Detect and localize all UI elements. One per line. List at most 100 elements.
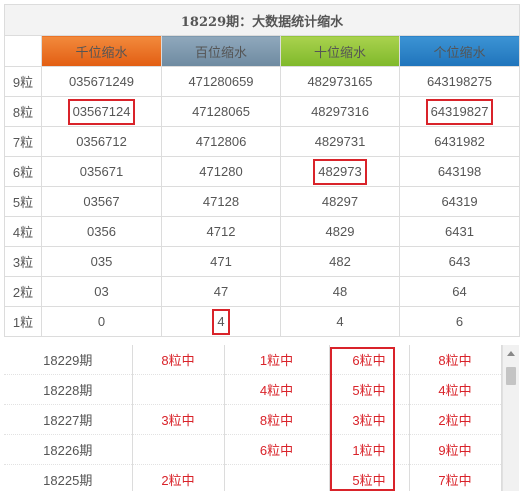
row-label: 7粒 — [4, 126, 42, 157]
hit-tens: 5粒中 — [329, 374, 410, 405]
highlighted-value: 64319827 — [425, 98, 494, 125]
cell-hundreds: 471 — [161, 246, 281, 277]
value: 035671 — [79, 164, 124, 179]
history-row: 18228期 4粒中 5粒中 4粒中 — [4, 374, 502, 405]
value: 48 — [332, 284, 348, 299]
hit-units: 9粒中 — [409, 434, 502, 465]
value: 035 — [90, 254, 113, 269]
value: 471280659 — [188, 74, 254, 89]
row-label: 2粒 — [4, 276, 42, 307]
value: 482 — [329, 254, 351, 269]
cell-hundreds: 4 — [161, 306, 281, 337]
hit-tens: 1粒中 — [329, 434, 410, 465]
cell-hundreds: 47 — [161, 276, 281, 307]
value: 643198275 — [426, 74, 493, 89]
history-row: 18225期 2粒中 5粒中 7粒中 — [4, 464, 502, 491]
value: 48297 — [321, 194, 359, 209]
header-units: 个位缩水 — [398, 35, 521, 67]
cell-tens: 4829731 — [280, 126, 400, 157]
scrollbar-thumb[interactable] — [506, 367, 516, 385]
corner-cell — [4, 35, 42, 67]
value: 47 — [213, 284, 229, 299]
table-row: 9粒 035671249 471280659 482973165 643198275 — [4, 66, 521, 97]
table-row: 1粒 0 4 4 6 — [4, 306, 521, 337]
hit-hundreds: 6粒中 — [224, 434, 330, 465]
row-label: 5粒 — [4, 186, 42, 217]
scroll-up-arrow-icon[interactable] — [507, 351, 515, 356]
page-title: 18229期：大数据统计缩水 — [3, 4, 521, 36]
table-row: 5粒 03567 47128 48297 64319 — [4, 186, 521, 217]
value: 643 — [448, 254, 471, 269]
cell-units: 64319 — [398, 186, 521, 217]
table-row: 8粒 03567124 47128065 48297316 64319827 — [4, 96, 521, 127]
cell-units: 6431982 — [398, 126, 521, 157]
value: 0356 — [87, 224, 116, 239]
stats-panel: 18229期：大数据统计缩水 千位缩水 百位缩水 十位缩水 个位缩水 9粒 035… — [3, 4, 521, 337]
value: 6431 — [445, 224, 474, 239]
header-tens: 十位缩水 — [280, 35, 400, 67]
history-row: 18229期 8粒中 1粒中 6粒中 8粒中 — [4, 345, 502, 375]
cell-thousands: 035671 — [41, 156, 162, 187]
period-label: 18226期 — [4, 434, 133, 465]
cell-tens: 4 — [280, 306, 400, 337]
cell-tens: 4829 — [280, 216, 400, 247]
hit-thousands: 8粒中 — [132, 345, 225, 375]
value: 03567 — [83, 194, 120, 209]
row-label: 1粒 — [4, 306, 42, 337]
hit-units: 2粒中 — [409, 404, 502, 435]
history-table: 18229期 8粒中 1粒中 6粒中 8粒中 18228期 4粒中 5粒中 4粒中 18227期 3… — [4, 345, 502, 491]
cell-thousands: 03567124 — [41, 96, 162, 127]
period-label: 18225期 — [4, 464, 133, 491]
hit-units: 8粒中 — [409, 345, 502, 375]
hit-units: 4粒中 — [409, 374, 502, 405]
period-label: 18229期 — [4, 345, 133, 375]
cell-thousands: 035671249 — [41, 66, 162, 97]
value: 471 — [210, 254, 232, 269]
row-label: 6粒 — [4, 156, 42, 187]
row-label: 9粒 — [4, 66, 42, 97]
history-panel[interactable]: 18229期 8粒中 1粒中 6粒中 8粒中 18228期 4粒中 5粒中 4粒中 18227期 3… — [4, 345, 519, 491]
hit-hundreds: 4粒中 — [224, 374, 330, 405]
hit-thousands: 2粒中 — [132, 464, 225, 491]
table-row: 4粒 0356 4712 4829 6431 — [4, 216, 521, 247]
hit-tens: 6粒中 — [329, 345, 410, 375]
history-row: 18226期 6粒中 1粒中 9粒中 — [4, 434, 502, 465]
value: 48297316 — [311, 104, 369, 119]
value: 64 — [452, 284, 467, 299]
cell-hundreds: 47128 — [161, 186, 281, 217]
shrink-table: 18229期：大数据统计缩水 千位缩水 百位缩水 十位缩水 个位缩水 9粒 035… — [3, 4, 521, 337]
cell-hundreds: 471280659 — [161, 66, 281, 97]
cell-units: 64319827 — [398, 96, 521, 127]
history-row: 18227期 3粒中 8粒中 3粒中 2粒中 — [4, 404, 502, 435]
row-label: 4粒 — [4, 216, 42, 247]
cell-hundreds: 4712806 — [161, 126, 281, 157]
hit-hundreds — [224, 464, 330, 491]
cell-units: 643198275 — [398, 66, 521, 97]
value: 03 — [94, 284, 109, 299]
value: 482973165 — [307, 74, 373, 89]
cell-thousands: 0 — [41, 306, 162, 337]
hit-thousands — [132, 434, 225, 465]
cell-thousands: 035 — [41, 246, 162, 277]
scrollbar[interactable] — [502, 345, 519, 491]
hit-tens: 5粒中 — [329, 464, 410, 491]
hit-tens: 3粒中 — [329, 404, 410, 435]
period-label: 18228期 — [4, 374, 133, 405]
value: 4 — [336, 314, 344, 329]
highlighted-value: 4 — [212, 308, 230, 335]
value: 47128 — [202, 194, 240, 209]
period-label: 18227期 — [4, 404, 133, 435]
value: 4712806 — [195, 134, 247, 149]
cell-tens: 48297 — [280, 186, 400, 217]
hit-units: 7粒中 — [409, 464, 502, 491]
cell-units: 643198 — [398, 156, 521, 187]
cell-tens: 482 — [280, 246, 400, 277]
cell-thousands: 0356712 — [41, 126, 162, 157]
row-label: 3粒 — [4, 246, 42, 277]
cell-hundreds: 47128065 — [161, 96, 281, 127]
value: 035671249 — [68, 74, 135, 89]
header-row: 千位缩水 百位缩水 十位缩水 个位缩水 — [4, 35, 521, 67]
cell-thousands: 0356 — [41, 216, 162, 247]
header-hundreds: 百位缩水 — [161, 35, 281, 67]
hit-hundreds: 8粒中 — [224, 404, 330, 435]
